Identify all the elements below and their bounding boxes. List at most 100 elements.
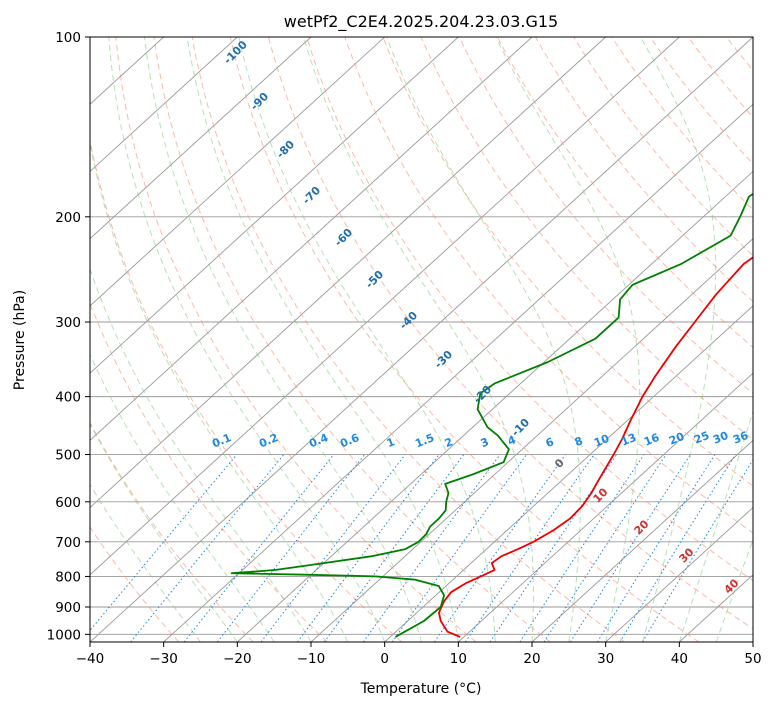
dry-adiabat-line [90, 526, 180, 642]
mixing-ratio-line [642, 458, 753, 642]
mixing-ratio-label: 0.2 [257, 431, 280, 450]
mixing-ratio-line [519, 454, 645, 642]
mixing-ratio-line [489, 454, 618, 642]
moist-adiabat-line [303, 37, 534, 642]
mixing-ratio-line [464, 454, 595, 642]
isotherm-line [163, 103, 753, 642]
mixing-ratio-label: 30 [711, 429, 730, 447]
moist-adiabat-label: -90 [248, 90, 271, 113]
mixing-ratio-label: 25 [692, 429, 711, 447]
moist-adiabat-line [640, 37, 717, 642]
moist-adiabat-line [144, 37, 422, 642]
x-tick-label: 10 [450, 651, 467, 667]
dry-adiabat-line [535, 37, 753, 303]
moist-adiabat-label: -40 [397, 309, 420, 332]
mixing-ratio-label: 6 [544, 435, 556, 450]
moist-adiabat-line [90, 422, 238, 642]
mixing-ratio-label: 36 [731, 429, 750, 447]
mixing-ratio-line [260, 454, 406, 642]
mixing-ratio-label: 1 [385, 435, 397, 450]
dry-adiabat-label: 0 [552, 456, 567, 471]
y-tick-label: 300 [55, 315, 81, 331]
isotherm-line [752, 641, 753, 642]
y-tick-label: 100 [55, 30, 81, 46]
mixing-ratio-label: 20 [667, 430, 686, 448]
isotherm-line [90, 37, 312, 240]
moist-adiabat-line [186, 37, 459, 642]
x-tick-label: 40 [671, 651, 688, 667]
dry-adiabat-line [153, 37, 551, 642]
dry-adiabat-line [90, 302, 328, 642]
mixing-ratio-label: 0.6 [338, 431, 361, 450]
y-tick-label: 700 [55, 535, 81, 551]
moist-adiabat-line [108, 37, 386, 642]
x-tick-label: 0 [380, 651, 389, 667]
y-tick-label: 400 [55, 390, 81, 406]
dry-adiabat-line [191, 37, 625, 642]
moist-adiabat-line [90, 353, 275, 642]
mixing-ratio-line [433, 454, 566, 642]
chart-title: wetPf2_C2E4.2025.204.23.03.G15 [284, 12, 558, 32]
y-tick-label: 500 [55, 448, 81, 464]
x-tick-label: −10 [297, 651, 326, 667]
x-tick-label: −20 [223, 651, 252, 667]
mixing-ratio-line [362, 454, 501, 642]
dry-adiabat-line [268, 37, 753, 630]
x-tick-label: 30 [597, 651, 614, 667]
mixing-ratio-label: 10 [592, 432, 611, 450]
mixing-ratio-label: 1.5 [413, 431, 436, 450]
isotherm-line [237, 170, 753, 642]
isotherm-line [531, 439, 753, 642]
moist-adiabat-label: -70 [300, 184, 323, 207]
y-axis-label: Pressure (hPa) [12, 290, 28, 390]
mixing-ratio-line [569, 454, 691, 642]
line-labels: 0.1 0.2 0.4 0.6 1 1.5 2 3 4 6 8 10 13 16 20 25 30 36-100-… [210, 38, 750, 597]
x-axis: −40 −30 −20 −10 0 10 20 30 40 50 [76, 642, 762, 667]
moist-adiabat-line [90, 483, 201, 642]
y-tick-label: 600 [55, 495, 81, 511]
dry-adiabat-line [458, 37, 753, 394]
isotherm-line [90, 37, 385, 307]
isotherm-line [90, 37, 238, 173]
moist-adiabat-line [90, 140, 349, 642]
mixing-ratio-line [543, 454, 667, 642]
mixing-ratio-line [216, 454, 366, 642]
isotherm-line [90, 37, 459, 374]
mixing-ratio-line [130, 454, 285, 642]
x-tick-label: 20 [523, 651, 540, 667]
dry-adiabat-label: 20 [632, 517, 652, 537]
dry-adiabat-line [90, 421, 254, 642]
isotherm-line [90, 37, 680, 576]
mixing-ratio-line [391, 454, 528, 642]
dry-adiabat-line [382, 37, 753, 487]
temperature-profile [437, 256, 753, 638]
dry-adiabat-line [649, 37, 753, 165]
mixing-ratio-label: 2 [443, 435, 455, 450]
moist-adiabat-line [715, 538, 753, 642]
moist-adiabat-line [386, 37, 581, 642]
mixing-ratio-label: 3 [479, 435, 491, 450]
y-axis: 100 200 300 400 500 600 700 800 900 1000 [47, 30, 90, 643]
mixing-ratio-line [90, 454, 238, 632]
dry-adiabat-line [344, 37, 753, 534]
moist-adiabat-line [238, 37, 496, 642]
dry-adiabat-line [420, 37, 753, 441]
y-tick-label: 200 [55, 210, 81, 226]
mixing-ratio-line [619, 454, 737, 642]
x-axis-label: Temperature (°C) [360, 681, 482, 697]
dry-adiabat-line [496, 37, 753, 348]
isotherm-line [90, 37, 606, 509]
dry-adiabat-line [573, 37, 753, 257]
isotherm-line [384, 305, 753, 642]
mixing-ratio-line [297, 454, 440, 642]
moist-adiabat-line [678, 409, 753, 642]
x-tick-label: −30 [149, 651, 178, 667]
x-tick-label: −40 [76, 651, 105, 667]
dry-adiabat-label: 30 [677, 545, 697, 565]
y-tick-label: 900 [55, 600, 81, 616]
moist-adiabat-label: -100 [221, 38, 250, 67]
moist-adiabat-line [90, 267, 312, 642]
isotherm-line [458, 372, 753, 642]
dry-adiabat-label: 40 [722, 576, 742, 596]
x-tick-label: 50 [744, 651, 761, 667]
